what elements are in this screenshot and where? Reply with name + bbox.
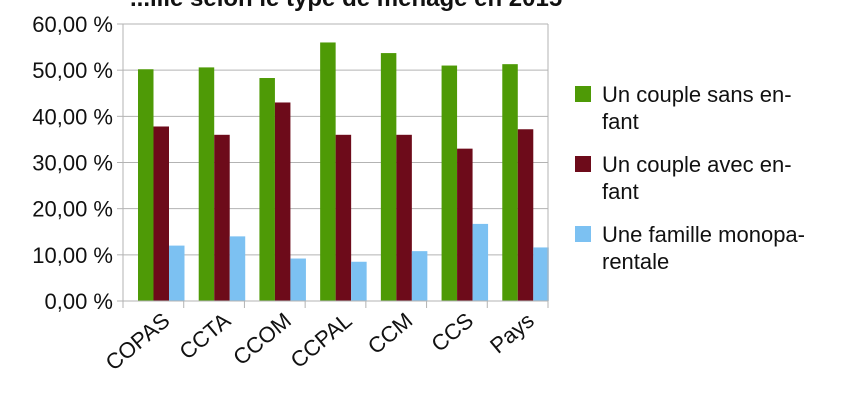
y-tick-label: 30,00 % — [32, 151, 113, 176]
bar — [411, 251, 428, 301]
legend-label: Un couple avec en-fant — [602, 152, 792, 204]
y-tick-label: 0,00 % — [45, 289, 114, 314]
bar — [169, 245, 185, 301]
legend-swatch — [575, 226, 591, 242]
bar — [138, 69, 154, 301]
chart-title: ...ille selon le type de ménage en 2015 — [130, 0, 562, 12]
y-axis-ticks: 0,00 % 10,00 % 20,00 % 30,00 % 40,00 % 50,00 … — [32, 12, 113, 314]
legend-label: Un couple sans en-fant — [602, 82, 792, 134]
bar — [320, 42, 336, 301]
bar — [153, 126, 169, 302]
bar — [198, 67, 215, 301]
x-tick-label: CCPAL — [286, 308, 357, 373]
legend: Un couple sans en-fant Un couple avec en-… — [575, 82, 805, 274]
bar — [259, 78, 275, 301]
bar — [533, 247, 549, 301]
axes — [117, 23, 549, 308]
bar — [214, 134, 230, 301]
bar — [472, 223, 489, 301]
legend-label: Une famille monopa-rentale — [602, 222, 805, 274]
x-tick-label: Pays — [485, 308, 539, 359]
bar — [502, 64, 518, 301]
bar — [335, 134, 352, 301]
y-tick-label: 50,00 % — [32, 58, 113, 83]
bar — [351, 261, 367, 301]
bar — [290, 258, 306, 301]
legend-swatch — [575, 86, 591, 102]
x-tick-label: CCM — [363, 308, 417, 359]
bars — [138, 42, 549, 302]
legend-swatch — [575, 156, 591, 172]
bar — [380, 53, 397, 302]
y-tick-label: 20,00 % — [32, 197, 113, 222]
y-tick-label: 60,00 % — [32, 12, 113, 37]
y-tick-label: 10,00 % — [32, 243, 113, 268]
bar — [396, 134, 412, 301]
x-tick-label: CCS — [426, 308, 478, 357]
x-tick-label: COPAS — [101, 308, 175, 376]
y-tick-label: 40,00 % — [32, 104, 113, 129]
bar — [457, 148, 473, 301]
x-tick-label: CCTA — [174, 307, 235, 364]
x-tick-label: CCOM — [228, 308, 296, 370]
bar — [229, 236, 246, 301]
bar — [441, 65, 458, 301]
bar — [517, 129, 534, 301]
bar — [274, 102, 291, 301]
